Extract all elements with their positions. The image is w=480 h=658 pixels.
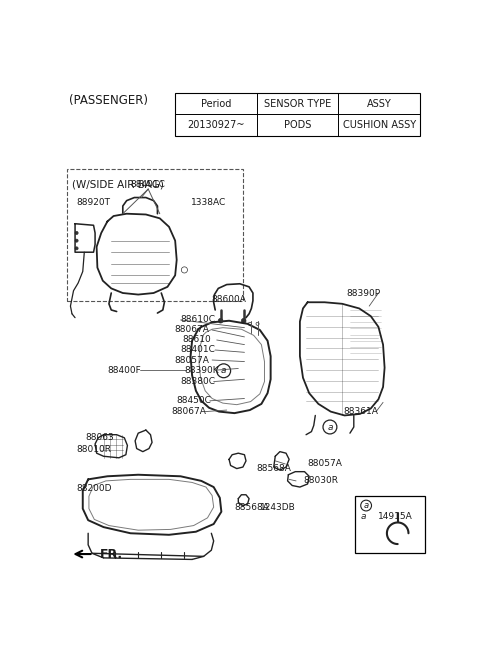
Text: PODS: PODS bbox=[284, 120, 311, 130]
Bar bbox=[355, 496, 425, 553]
Text: 20130927~: 20130927~ bbox=[187, 120, 245, 130]
Text: 88380C: 88380C bbox=[180, 377, 216, 386]
Circle shape bbox=[218, 318, 223, 323]
Text: 1243DB: 1243DB bbox=[260, 503, 296, 511]
Text: 88390K: 88390K bbox=[184, 366, 219, 374]
Text: 88030R: 88030R bbox=[303, 476, 338, 486]
Circle shape bbox=[75, 247, 78, 250]
Text: 88390P: 88390P bbox=[347, 288, 381, 297]
Text: 1338AC: 1338AC bbox=[191, 197, 226, 207]
Text: 88067A: 88067A bbox=[171, 407, 206, 416]
Text: SENSOR TYPE: SENSOR TYPE bbox=[264, 99, 331, 109]
Text: 88067A: 88067A bbox=[174, 326, 209, 334]
Text: 88610: 88610 bbox=[183, 336, 212, 345]
Circle shape bbox=[357, 509, 371, 523]
Text: FR.: FR. bbox=[100, 547, 123, 561]
Text: 88450C: 88450C bbox=[177, 396, 212, 405]
Text: 88401C: 88401C bbox=[180, 345, 216, 355]
Text: CUSHION ASSY: CUSHION ASSY bbox=[343, 120, 416, 130]
Text: 88010R: 88010R bbox=[77, 445, 112, 454]
Text: (W/SIDE AIR BAG): (W/SIDE AIR BAG) bbox=[72, 180, 164, 190]
Text: a: a bbox=[363, 501, 369, 510]
Text: Period: Period bbox=[201, 99, 231, 109]
Text: 88400F: 88400F bbox=[108, 366, 141, 374]
Text: a: a bbox=[361, 512, 367, 521]
Text: 88200D: 88200D bbox=[77, 484, 112, 493]
Circle shape bbox=[217, 364, 230, 378]
Text: a: a bbox=[327, 422, 333, 432]
Text: 88057A: 88057A bbox=[174, 355, 209, 365]
Text: 88568A: 88568A bbox=[234, 503, 269, 511]
Text: 88063: 88063 bbox=[86, 433, 115, 442]
Bar bbox=[175, 93, 420, 136]
Text: 88057A: 88057A bbox=[308, 459, 342, 468]
Text: ASSY: ASSY bbox=[367, 99, 392, 109]
Text: 14915A: 14915A bbox=[378, 512, 412, 521]
Text: 88568A: 88568A bbox=[256, 464, 291, 473]
Circle shape bbox=[361, 500, 372, 511]
Circle shape bbox=[75, 232, 78, 234]
Circle shape bbox=[75, 239, 78, 242]
Text: 88610C: 88610C bbox=[180, 315, 216, 324]
Text: (PASSENGER): (PASSENGER) bbox=[69, 94, 148, 107]
Text: 88361A: 88361A bbox=[344, 407, 379, 416]
Circle shape bbox=[241, 318, 246, 323]
Bar bbox=[67, 169, 243, 301]
Text: 88401C: 88401C bbox=[131, 180, 166, 189]
Text: a: a bbox=[221, 367, 227, 375]
Text: 88600A: 88600A bbox=[211, 295, 246, 304]
Circle shape bbox=[323, 420, 337, 434]
Text: 88920T: 88920T bbox=[77, 197, 110, 207]
